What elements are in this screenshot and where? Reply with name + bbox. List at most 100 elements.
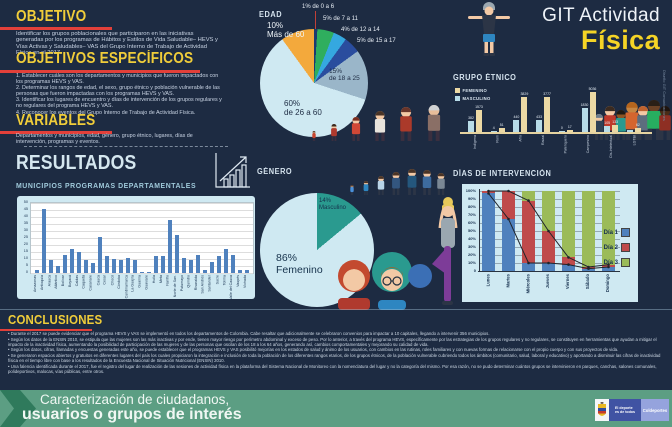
edad-slice-label: 15% de 18 a 25 xyxy=(329,68,360,83)
growth-chart-icon xyxy=(215,153,250,188)
grupo-etnico-bar-chart: 382 1573 Indígena 4 51 Rom 440 3829 Afro 433 3777 R… xyxy=(458,78,658,174)
bar-Boyacá xyxy=(70,249,74,273)
gridline xyxy=(31,273,253,274)
edad-slice-label: 5% de 15 a 17 xyxy=(357,38,396,44)
legend-swatch xyxy=(621,243,630,252)
segment-Día 1 xyxy=(502,219,515,271)
x-axis xyxy=(460,132,652,134)
bar-Vichada xyxy=(245,270,249,273)
footer-line2: usuarios o grupos de interés xyxy=(22,406,242,423)
segment-Día 2 xyxy=(502,191,515,219)
callout-line xyxy=(315,11,316,29)
bar-Risaralda xyxy=(196,254,200,273)
y-axis-label: 10% xyxy=(467,259,476,265)
segment-Día 3 xyxy=(602,191,615,265)
legend-label: FEMENINO xyxy=(462,88,488,93)
segment-Día 3 xyxy=(522,191,535,201)
bar-Chocó xyxy=(112,259,116,273)
value-label: 1830 xyxy=(580,102,589,107)
variables-heading: VARIABLES xyxy=(16,112,96,129)
y-axis-label: 0 xyxy=(25,269,28,274)
conclusion-bullet: • Según los datos, cifras, llamadas y en… xyxy=(8,347,619,353)
bar-Guainía xyxy=(140,271,144,273)
edad-slice-label: 5% de 7 a 11 xyxy=(323,16,358,22)
gridline xyxy=(31,245,253,246)
x-axis-label: Vichada xyxy=(243,275,247,288)
conclusion-bullet: • Según los datos de la ENSIN 2010, se e… xyxy=(8,336,657,347)
municipios-bar-chart xyxy=(30,202,254,274)
conclusion-bullet: • Una falencia identificada durante el 2… xyxy=(8,363,657,374)
bar-Guaviare xyxy=(147,271,151,273)
bar-Arauca xyxy=(49,260,53,273)
page-title: GIT Actividad Física xyxy=(542,5,660,56)
grupo-etnico-chart-title: GRUPO ÉTNICO xyxy=(453,73,517,82)
segment-Día 2 xyxy=(562,257,575,265)
value-label: 382 xyxy=(468,115,474,120)
bar-masculino-Rom xyxy=(490,130,497,132)
y-axis-label: 15 xyxy=(23,248,28,253)
legend-item: FEMENINO xyxy=(455,88,491,93)
bar-Cesar xyxy=(105,256,109,273)
x-axis-label: Casanare xyxy=(89,275,93,291)
genero-slice-label: 86% Femenino xyxy=(276,252,323,277)
bar-Nariño xyxy=(168,219,172,273)
title-line1: GIT Actividad xyxy=(542,5,660,26)
legend-label: Día 1 xyxy=(603,229,618,236)
bar-Valle del Cauca xyxy=(231,254,235,273)
conclusiones-heading: CONCLUSIONES xyxy=(8,312,103,327)
value-label: 3777 xyxy=(543,92,551,97)
objetivo-especifico-item: 4. Reconocer los eventos del Grupo Inter… xyxy=(16,109,196,116)
segment-Día 1 xyxy=(602,267,615,271)
gridline xyxy=(31,238,253,239)
segment-Día 3 xyxy=(562,191,575,258)
x-axis-label: Tolima xyxy=(222,275,226,286)
bar-masculino-Indígena xyxy=(468,120,474,132)
bar-La Guajira xyxy=(133,260,137,273)
grupo-etnico-legend: FEMENINO MASCULINO xyxy=(455,88,491,104)
value-label: 440 xyxy=(513,115,520,120)
y-axis-label: 70% xyxy=(467,211,476,217)
resultados-heading: RESULTADOS xyxy=(16,152,137,174)
design-credit: Diseño GIT Comunicaciones xyxy=(662,70,667,121)
legend-item: Día 1 xyxy=(592,228,630,237)
x-axis-label: Chocó xyxy=(110,275,114,286)
title-line2: Física xyxy=(581,25,660,55)
heading-underline xyxy=(0,27,112,30)
objetivos-especificos-heading: OBJETIVOS ESPECÍFICOS xyxy=(16,50,194,67)
segment-Día 3 xyxy=(582,191,595,267)
value-label: 133 xyxy=(612,120,619,125)
bar-femenino-Rom xyxy=(498,127,505,132)
legend-swatch xyxy=(455,88,460,93)
bar-femenino-Dis-Intelectual xyxy=(612,125,619,132)
x-axis-label: Indígena xyxy=(473,135,477,149)
x-axis-label: Santander xyxy=(208,275,212,292)
objetivo-especifico-item: 3. Identificar los lugares de encuentro … xyxy=(16,97,222,109)
heading-underline xyxy=(0,131,112,134)
x-axis-label: Caquetá xyxy=(82,275,86,289)
conclusion-bullet: • Se generaron espacios abiertos y gratu… xyxy=(8,353,661,363)
bar-femenino-Campesino xyxy=(589,92,596,132)
bar-Casanare xyxy=(91,263,95,273)
x-axis-label: Nariño xyxy=(166,275,170,286)
y-axis-label: 5 xyxy=(25,262,28,267)
x-axis-label: Boyacá xyxy=(68,275,72,287)
value-label: 62 xyxy=(635,122,640,127)
y-axis-label: 10 xyxy=(23,255,28,260)
objetivos-especificos-list: 1. Establecer cuáles son los departament… xyxy=(16,73,224,117)
bar-Amazonas xyxy=(35,270,39,273)
x-axis-label: Huila xyxy=(152,275,156,284)
edad-chart-title: EDAD xyxy=(259,10,283,19)
x-axis xyxy=(478,271,620,272)
edad-slice-label: 1% de 0 a 6 xyxy=(302,4,335,10)
edad-pie-chart xyxy=(260,29,368,137)
legend-swatch xyxy=(455,96,460,101)
x-axis-label: La Guajira xyxy=(131,275,135,292)
genero-slice-label: 14% Masculino xyxy=(319,198,347,211)
x-axis-label: Rom xyxy=(495,135,500,143)
gridline xyxy=(31,231,253,232)
objetivo-especifico-item: 1. Establecer cuáles son los departament… xyxy=(16,73,219,85)
genero-chart-title: GÉNERO xyxy=(257,167,293,176)
bar-femenino-Afro xyxy=(521,97,528,132)
x-axis-label: Palenquero xyxy=(563,135,568,154)
bar-femenino-Raizal xyxy=(544,97,551,132)
